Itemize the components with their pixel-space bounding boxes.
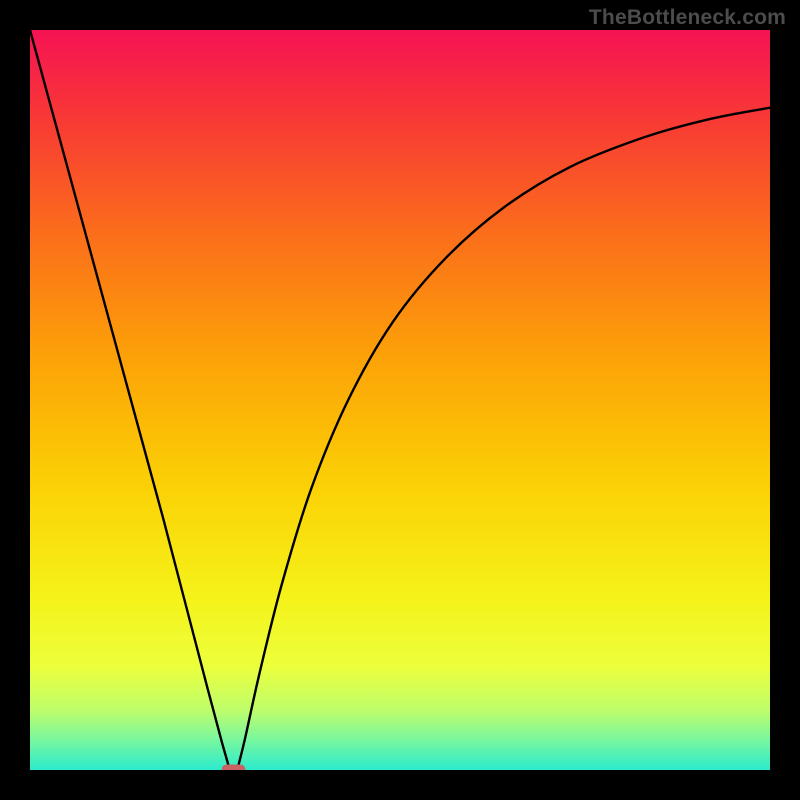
minimum-marker xyxy=(222,764,246,770)
gradient-background xyxy=(30,30,770,770)
chart-frame: TheBottleneck.com xyxy=(0,0,800,800)
bottleneck-curve-chart xyxy=(30,30,770,770)
plot-area xyxy=(30,30,770,770)
attribution-label: TheBottleneck.com xyxy=(589,6,786,30)
